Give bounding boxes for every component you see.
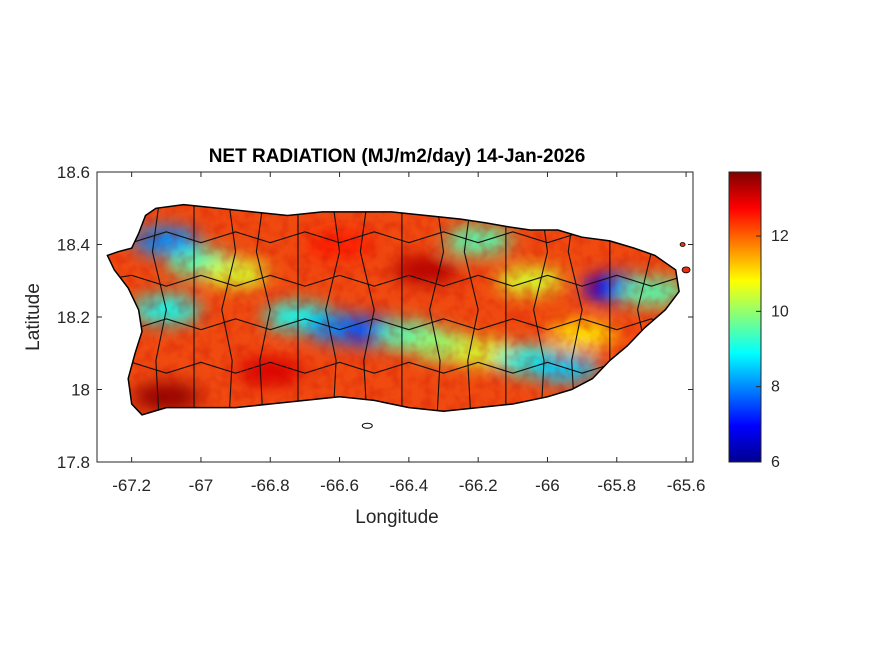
x-tick-label: -66.2 bbox=[459, 476, 498, 495]
x-tick-label: -65.6 bbox=[667, 476, 706, 495]
map-title: NET RADIATION (MJ/m2/day) 14-Jan-2026 bbox=[209, 146, 586, 167]
island-radiation-field bbox=[107, 204, 680, 415]
colorbar-tick-label: 8 bbox=[771, 379, 780, 396]
municipality-boundary bbox=[567, 204, 583, 415]
y-tick-label: 18.2 bbox=[57, 308, 90, 327]
x-tick-label: -67.2 bbox=[112, 476, 151, 495]
radiation-speckle-texture bbox=[107, 204, 680, 415]
colorbar-gradient bbox=[728, 171, 762, 463]
x-tick-label: -66.4 bbox=[389, 476, 428, 495]
map-plot-area bbox=[96, 171, 694, 463]
municipality-boundary bbox=[533, 204, 549, 415]
y-tick-label: 18.4 bbox=[57, 236, 90, 255]
colorbar-tick-label: 6 bbox=[771, 454, 780, 471]
municipality-boundary bbox=[221, 204, 237, 415]
offshore-islet bbox=[681, 266, 691, 274]
y-tick-label: 17.8 bbox=[57, 453, 90, 472]
municipality-boundary bbox=[107, 318, 680, 331]
municipality-boundary bbox=[463, 204, 479, 415]
municipality-boundary bbox=[429, 204, 445, 415]
radiation-map-layer bbox=[106, 203, 691, 429]
y-tick-label: 18.6 bbox=[57, 163, 90, 182]
x-axis-label: Longitude bbox=[355, 507, 438, 528]
y-tick-label: 18 bbox=[71, 381, 90, 400]
municipality-boundary bbox=[151, 204, 167, 415]
municipality-boundary bbox=[325, 204, 341, 415]
municipality-boundary bbox=[359, 204, 375, 415]
offshore-islet bbox=[361, 422, 373, 429]
x-tick-label: -66 bbox=[535, 476, 560, 495]
x-tick-label: -67 bbox=[189, 476, 214, 495]
colorbar-tick-label: 12 bbox=[771, 228, 789, 245]
x-tick-label: -66.8 bbox=[251, 476, 290, 495]
municipality-boundary bbox=[107, 361, 680, 374]
colorbar-tick-label: 10 bbox=[771, 303, 789, 320]
municipality-boundary bbox=[107, 274, 680, 287]
municipality-boundary bbox=[255, 204, 271, 415]
offshore-islet bbox=[679, 242, 686, 247]
colorbar: 6 8 10 12 bbox=[728, 171, 789, 471]
colorbar-ticks: 6 8 10 12 bbox=[756, 228, 789, 471]
island-coastline bbox=[106, 203, 680, 416]
y-axis: 17.8 18 18.2 18.4 18.6 bbox=[57, 163, 693, 472]
x-axis: -67.2 -67 -66.8 -66.6 -66.4 -66.2 -66 -65.8 -65.… bbox=[112, 172, 705, 495]
y-axis-label: Latitude bbox=[23, 283, 44, 351]
x-tick-label: -66.6 bbox=[320, 476, 359, 495]
x-tick-label: -65.8 bbox=[597, 476, 636, 495]
